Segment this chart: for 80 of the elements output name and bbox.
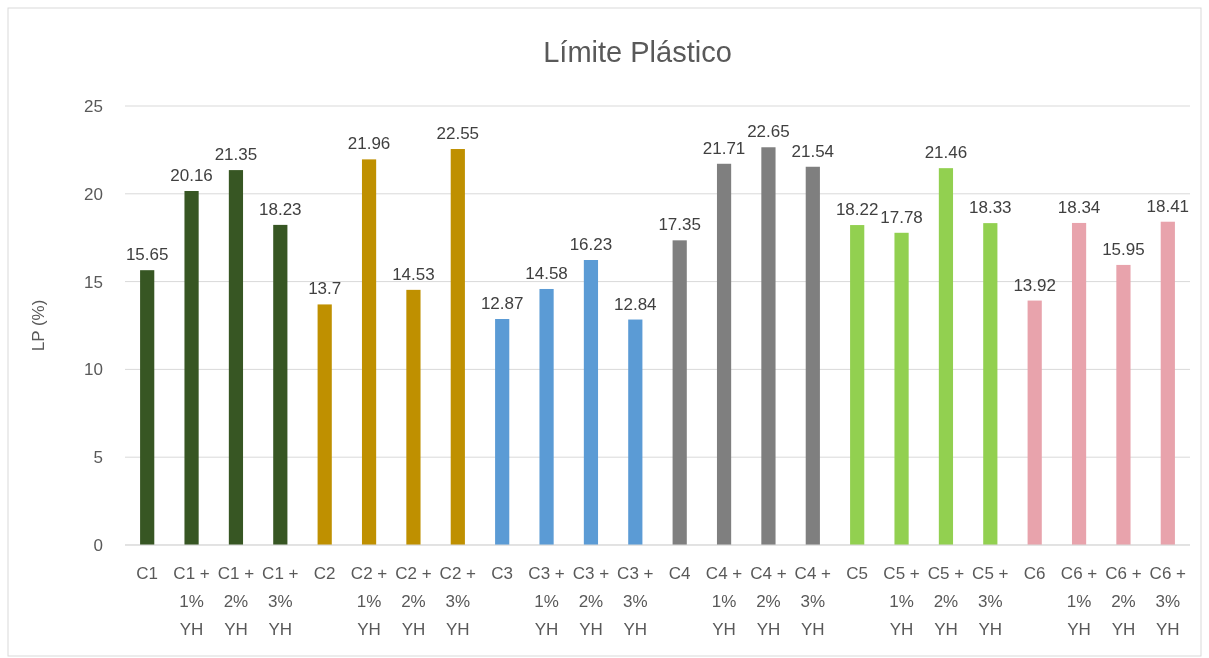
x-tick-label: C6 + 1% YH xyxy=(1060,564,1098,639)
data-label: 21.35 xyxy=(214,145,258,165)
bar xyxy=(628,319,643,545)
data-label: 15.95 xyxy=(1102,239,1145,259)
x-tick-label: C1 + 3% YH xyxy=(262,564,299,639)
data-label: 14.58 xyxy=(525,263,568,283)
bar xyxy=(894,232,909,545)
x-tick-label: C1 + 2% YH xyxy=(217,564,255,639)
bar xyxy=(184,190,199,545)
bar xyxy=(1116,264,1131,545)
x-tick-label: C4 xyxy=(668,564,691,583)
x-tick-label: C5 + 3% YH xyxy=(972,564,1009,639)
x-tick-label: C3 + 1% YH xyxy=(528,564,565,639)
x-tick-label: C5 + 1% YH xyxy=(883,564,920,639)
bar xyxy=(317,304,332,545)
bar xyxy=(850,225,865,545)
data-label: 15.65 xyxy=(125,245,169,265)
data-label: 21.54 xyxy=(791,141,835,161)
data-label: 17.35 xyxy=(658,215,701,235)
x-tick-label: C1 + 1% YH xyxy=(173,564,210,639)
bar xyxy=(583,260,599,545)
y-tick-label: 10 xyxy=(84,360,103,380)
bar xyxy=(761,147,776,545)
bar xyxy=(140,270,155,545)
bar xyxy=(361,159,377,545)
x-tick-label: C4 + 3% YH xyxy=(794,564,832,639)
data-label: 13.7 xyxy=(308,279,342,299)
bar xyxy=(495,319,510,545)
x-tick-label: C2 + 1% YH xyxy=(350,564,388,639)
x-tick-label: C4 + 1% YH xyxy=(705,564,743,639)
bar xyxy=(406,289,421,545)
bar xyxy=(983,223,998,545)
bar xyxy=(539,288,554,545)
y-tick-label: 5 xyxy=(93,448,103,468)
data-label: 22.65 xyxy=(747,122,790,142)
data-label: 16.23 xyxy=(569,235,613,254)
data-label: 12.84 xyxy=(614,294,657,314)
x-tick-label: C3 + 2% YH xyxy=(572,564,610,639)
data-label: 20.16 xyxy=(170,165,213,185)
x-tick-label: C4 + 2% YH xyxy=(750,564,787,639)
y-tick-label: 20 xyxy=(84,184,103,204)
bar xyxy=(228,170,244,545)
data-label: 13.92 xyxy=(1013,275,1056,295)
y-axis-title: LP (%) xyxy=(29,299,48,352)
x-tick-label: C6 + 3% YH xyxy=(1149,564,1187,639)
data-label: 18.33 xyxy=(969,198,1012,218)
bar xyxy=(1160,221,1175,545)
data-label: 12.87 xyxy=(480,294,524,313)
data-label: 18.22 xyxy=(835,200,879,220)
bar xyxy=(273,224,288,545)
bar xyxy=(672,240,687,545)
bar xyxy=(1071,222,1087,545)
data-label: 21.96 xyxy=(347,134,391,154)
data-label: 21.71 xyxy=(702,138,746,158)
bar xyxy=(938,168,954,545)
bar xyxy=(716,163,732,545)
bar xyxy=(1027,300,1042,545)
x-tick-label: C6 xyxy=(1023,564,1046,583)
data-label: 18.23 xyxy=(259,199,302,219)
x-tick-label: C5 + 2% YH xyxy=(927,564,965,639)
data-label: 18.34 xyxy=(1057,197,1101,217)
y-tick-label: 25 xyxy=(84,97,103,116)
y-tick-label: 0 xyxy=(93,536,103,555)
x-tick-label: C6 + 2% YH xyxy=(1105,564,1142,639)
x-tick-label: C1 xyxy=(136,564,159,583)
x-tick-label: C2 + 2% YH xyxy=(395,564,432,639)
data-label: 17.78 xyxy=(880,207,923,227)
x-tick-label: C2 + 3% YH xyxy=(439,564,477,639)
x-tick-label: C3 xyxy=(491,564,514,583)
data-label: 22.55 xyxy=(436,124,480,144)
data-label: 21.46 xyxy=(924,143,968,163)
y-tick-label: 15 xyxy=(84,272,103,292)
x-tick-label: C2 xyxy=(313,564,336,583)
bar xyxy=(450,149,465,545)
data-label: 18.41 xyxy=(1146,196,1190,216)
x-tick-label: C5 xyxy=(846,564,869,583)
bar xyxy=(805,166,820,545)
chart-title: Límite Plástico xyxy=(543,36,732,68)
data-label: 14.53 xyxy=(392,264,435,284)
x-tick-label: C3 + 3% YH xyxy=(617,564,654,639)
